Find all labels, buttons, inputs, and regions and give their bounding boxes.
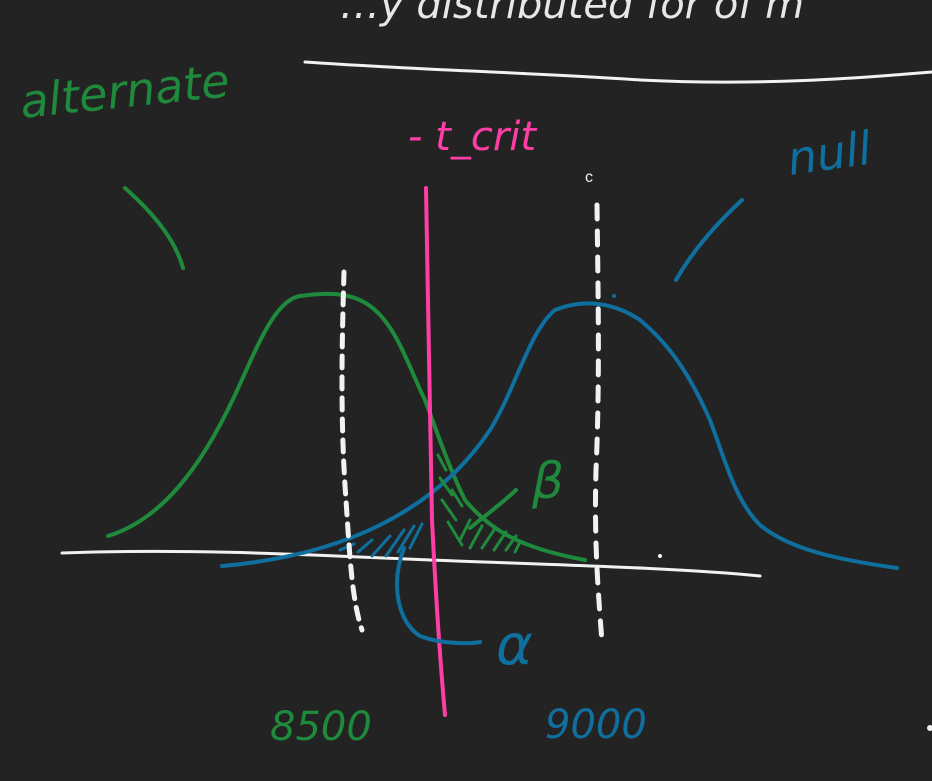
stray-dot — [612, 294, 616, 298]
header-underline — [303, 60, 932, 84]
beta-shaded-region — [436, 453, 522, 554]
beta-pointer — [468, 488, 518, 530]
stray-dot — [658, 554, 662, 558]
t-crit-line — [424, 186, 447, 717]
alternate-mean-line — [339, 269, 365, 633]
x-axis — [60, 549, 762, 578]
alpha-shaded-region — [338, 522, 424, 558]
stray-dot — [927, 725, 932, 731]
c-label: c — [585, 169, 593, 186]
null-pointer — [674, 198, 744, 282]
alternate-label: alternate — [18, 53, 232, 129]
beta-label: β — [531, 452, 564, 510]
c-line — [592, 202, 605, 645]
null-distribution-curve — [220, 301, 899, 570]
alternate-distribution-curve — [106, 291, 587, 562]
null-mean-value: 9000 — [545, 702, 647, 748]
alternate-pointer — [123, 186, 185, 270]
null-label: null — [784, 121, 875, 186]
alternate-mean-value: 8500 — [270, 704, 372, 750]
alpha-label: α — [496, 613, 533, 678]
t-crit-label: - t_crit — [408, 114, 537, 160]
header-scribble: …y distributed for of m — [340, 0, 804, 28]
alpha-pointer — [395, 546, 482, 646]
